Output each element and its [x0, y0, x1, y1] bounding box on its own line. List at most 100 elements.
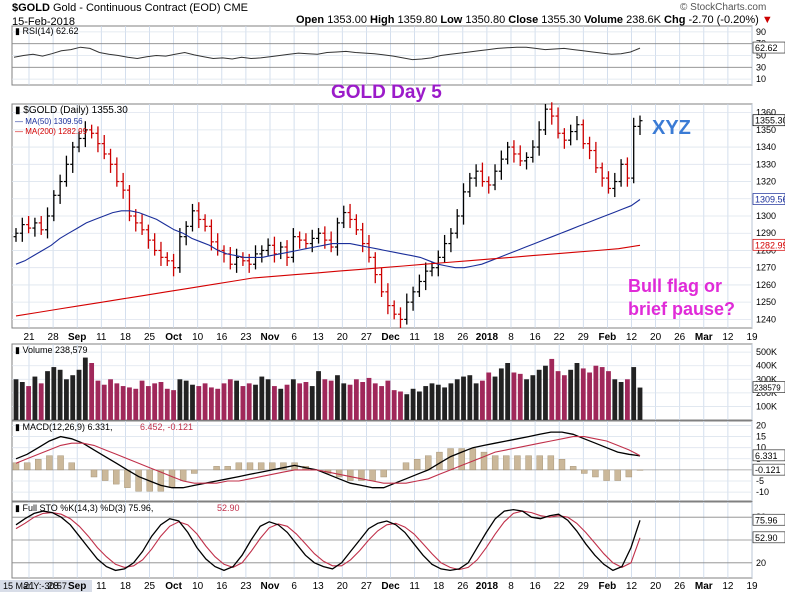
- close-value: 1355.30: [541, 14, 582, 26]
- volume-bar: [13, 379, 19, 420]
- volume-bar: [435, 384, 441, 420]
- x-tick-label: 26: [674, 332, 686, 343]
- volume-bar: [221, 383, 227, 420]
- volume-bar: [423, 386, 429, 420]
- x-tick-label-bottom: Sep: [68, 581, 86, 592]
- macd-histogram-bar: [614, 469, 621, 481]
- macd-histogram-bar: [369, 469, 376, 481]
- volume-bar: [505, 363, 511, 420]
- description-label: Gold - Continuous Contract (EOD): [52, 2, 221, 14]
- price-tick: 1330: [756, 159, 776, 169]
- chart-header: $GOLD Gold - Continuous Contract (EOD) C…: [12, 2, 248, 14]
- volume-bar: [89, 363, 95, 420]
- ma200-line: [15, 244, 641, 317]
- volume-bar: [543, 365, 548, 420]
- macd-histogram-bar: [12, 462, 20, 471]
- volume-bar: [448, 383, 454, 420]
- macd-histogram-bar: [402, 462, 410, 471]
- volume-bar: [461, 376, 466, 420]
- x-tick-label-bottom: 2018: [476, 581, 499, 592]
- volume-bar: [177, 379, 183, 420]
- price-value-box: [752, 193, 785, 205]
- price-tick: 1300: [756, 211, 776, 221]
- volume-bar: [183, 380, 189, 420]
- macd-histogram-bar: [413, 459, 421, 471]
- volume-bar: [70, 375, 76, 420]
- price-value-box: [752, 114, 785, 127]
- volume-bar: [45, 371, 50, 420]
- price-tick: 1360: [756, 108, 776, 118]
- price-label: ▮ $GOLD (Daily) 1355.30: [15, 105, 128, 116]
- x-tick-label-bottom: Mar: [695, 581, 713, 592]
- macd-histogram-bar: [525, 455, 532, 471]
- price-tick: 1240: [756, 314, 776, 324]
- volume-bar: [202, 383, 208, 420]
- x-tick-label-bottom: 18: [433, 581, 445, 592]
- ma50-label: — MA(50) 1309.56: [15, 117, 83, 126]
- volume-bar: [38, 383, 44, 420]
- bottom-axis-label: 15 Mar Y:-30.57: [3, 581, 67, 591]
- x-tick-label-bottom: 12: [722, 581, 734, 592]
- macd-histogram-bar: [380, 469, 387, 478]
- macd-histogram-bar: [347, 469, 354, 481]
- volume-bar: [120, 386, 126, 420]
- x-tick-label: Mar: [695, 332, 713, 343]
- sto-d-label: 52.90: [217, 503, 240, 513]
- volume-bar: [64, 379, 69, 420]
- macd-histogram-bar: [514, 455, 521, 471]
- volume-bar: [637, 387, 643, 420]
- x-tick-label: 25: [144, 332, 156, 343]
- volume-bar: [208, 387, 214, 420]
- volume-bar: [316, 371, 321, 420]
- volume-bar: [51, 367, 57, 420]
- volume-bar: [391, 390, 397, 420]
- macd-histogram-bar: [469, 448, 477, 471]
- volume-bar: [561, 375, 567, 420]
- volume-bar: [473, 383, 479, 420]
- macd-tick: 20: [756, 420, 766, 430]
- vol-tick: 100K: [756, 401, 777, 411]
- vol-tick: 400K: [756, 361, 777, 371]
- x-tick-label: 23: [240, 332, 252, 343]
- volume-bar: [385, 380, 391, 420]
- close-label: Close: [508, 14, 539, 26]
- macd-histogram-bar: [57, 455, 64, 471]
- price-tick: 1260: [756, 280, 776, 290]
- chart-labels: 21 21 28 28 Sep Sep 11 11 18 18 25 25 Oct Oct 10 10 16 16…: [3, 26, 785, 592]
- rsi-tick: 10: [756, 74, 766, 84]
- macd-histogram-bar: [90, 469, 98, 478]
- macd-histogram-bar: [191, 469, 198, 474]
- x-tick-label-bottom: Feb: [599, 581, 617, 592]
- gold-day-title: GOLD Day 5: [331, 82, 442, 103]
- x-tick-label: 10: [192, 332, 204, 343]
- volume-bar: [536, 369, 542, 420]
- low-value: 1350.80: [465, 14, 506, 26]
- macd-histogram-bar: [23, 462, 31, 471]
- volume-bar: [272, 386, 277, 420]
- vol-tick: 500K: [756, 347, 777, 357]
- x-tick-label: 18: [433, 332, 445, 343]
- x-tick-label-bottom: 12: [626, 581, 638, 592]
- chg-arrow-icon: ▼: [761, 14, 773, 26]
- macd-histogram-bar: [581, 469, 588, 474]
- macd-value-box: [752, 463, 785, 476]
- low-label: Low: [440, 14, 463, 26]
- bottom-label-bg: [0, 580, 92, 592]
- volume-bar: [416, 391, 422, 420]
- volume-bar: [57, 369, 63, 420]
- chart-marks: [12, 46, 644, 572]
- macd-histogram-bar: [157, 469, 165, 492]
- volume-bar: [196, 386, 202, 420]
- volume-bar: [322, 379, 328, 420]
- volume-bar: [139, 380, 145, 420]
- volume-bar: [618, 382, 624, 420]
- macd-histogram-bar: [124, 469, 131, 488]
- volume-bar: [82, 357, 88, 420]
- volume-bar: [353, 379, 359, 420]
- macd-tick: 10: [756, 443, 766, 453]
- x-tick-label-bottom: 20: [650, 581, 662, 592]
- x-tick-label: 12: [722, 332, 734, 343]
- x-tick-label-bottom: Dec: [381, 581, 400, 592]
- sto-tick: 20: [756, 558, 766, 568]
- volume-label: ▮ Volume 238,579: [15, 345, 88, 355]
